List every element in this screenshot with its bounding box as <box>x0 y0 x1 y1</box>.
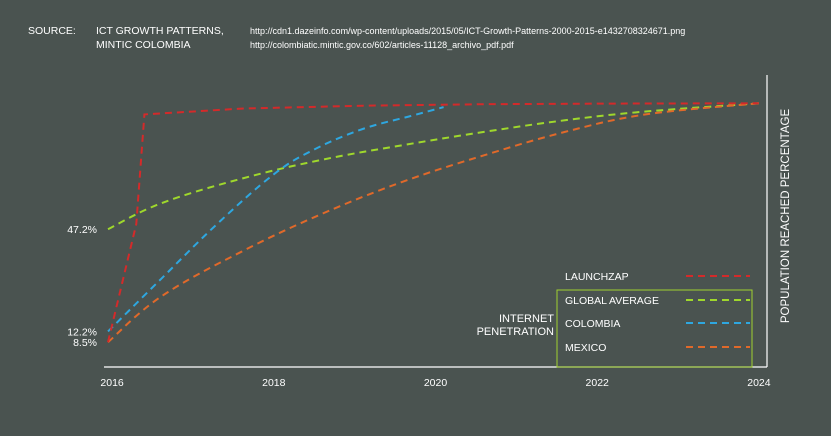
legend-entries: LAUNCHZAP GLOBAL AVERAGE COLOMBIA MEXICO <box>565 271 750 354</box>
y-tick-label-0: 8.5% <box>73 337 97 349</box>
series-line-global-average <box>107 102 759 231</box>
x-tick-label-2024: 2024 <box>747 377 771 389</box>
legend: INTERNET PENETRATION LAUNCHZAP GLOBAL AVE… <box>477 271 753 368</box>
series-line-colombia <box>107 106 444 333</box>
source-header: SOURCE: ICT GROWTH PATTERNS, MINTIC COLO… <box>28 25 685 51</box>
x-tick-labels: 2016 2018 2020 2022 2024 <box>100 377 770 389</box>
legend-label-global-average: GLOBAL AVERAGE <box>565 295 659 307</box>
source-name-line-1: ICT GROWTH PATTERNS, <box>96 25 224 37</box>
legend-title-line-2: PENETRATION <box>477 326 554 338</box>
y-tick-labels: 8.5%12.2% 47.2% <box>67 224 97 349</box>
y-tick-label-1: 12.2% <box>67 326 97 338</box>
series-line-launchzap <box>107 102 759 343</box>
x-tick-label-2016: 2016 <box>100 377 124 389</box>
x-tick-label-2022: 2022 <box>586 377 610 389</box>
series-lines <box>107 102 759 343</box>
series-line-mexico <box>107 102 759 343</box>
legend-title-line-1: INTERNET <box>499 313 554 325</box>
legend-label-colombia: COLOMBIA <box>565 318 620 330</box>
source-name-line-2: MINTIC COLOMBIA <box>96 39 191 51</box>
y-axis-title: POPULATION REACHED PERCENTAGE <box>780 109 792 324</box>
x-tick-label-2018: 2018 <box>262 377 286 389</box>
source-url-2[interactable]: http://colombiatic.mintic.gov.co/602/art… <box>250 40 514 50</box>
y-tick-label-2: 47.2% <box>67 224 97 236</box>
x-tick-label-2020: 2020 <box>424 377 448 389</box>
legend-highlight-box <box>556 289 753 368</box>
source-url-1[interactable]: http://cdn1.dazeinfo.com/wp-content/uplo… <box>250 26 685 36</box>
legend-label-mexico: MEXICO <box>565 342 606 354</box>
legend-label-launchzap: LAUNCHZAP <box>565 271 629 283</box>
source-label: SOURCE: <box>28 25 76 37</box>
